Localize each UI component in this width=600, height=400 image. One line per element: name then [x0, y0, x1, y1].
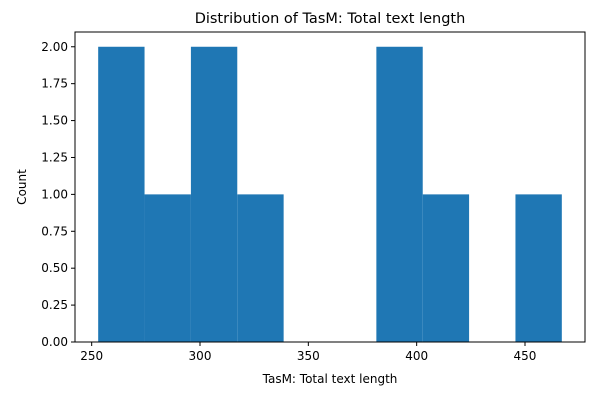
x-axis-label: TasM: Total text length: [262, 372, 398, 386]
histogram-bar: [98, 46, 145, 343]
plot-frame: [74, 31, 586, 343]
y-axis-label: Count: [15, 169, 29, 205]
histogram-bar: [237, 194, 284, 342]
histogram-bar: [515, 194, 562, 342]
x-tick-label: 400: [405, 349, 428, 363]
y-tick-label: 0.00: [41, 335, 68, 349]
y-tick-label: 1.00: [41, 187, 68, 201]
x-tick-label: 250: [80, 349, 103, 363]
y-ticks-group: 0.00 0.25 0.50 0.75 1.00 1.25 1.50 1.75 2.00: [41, 40, 75, 349]
x-tick-label: 350: [297, 349, 320, 363]
histogram-bar: [190, 46, 238, 343]
x-tick-label: 450: [514, 349, 537, 363]
histogram-bar: [376, 46, 423, 343]
histogram-bar: [422, 194, 470, 342]
y-tick-label: 0.50: [41, 261, 68, 275]
histogram-bar: [144, 194, 191, 342]
y-tick-label: 1.75: [41, 77, 68, 91]
y-tick-label: 0.25: [41, 298, 68, 312]
chart-title: Distribution of TasM: Total text length: [195, 11, 466, 27]
bars-group: [98, 46, 562, 343]
y-tick-label: 1.50: [41, 114, 68, 128]
x-ticks-group: 250 300 350 400 450: [80, 342, 536, 363]
y-tick-label: 0.75: [41, 224, 68, 238]
x-tick-label: 300: [189, 349, 212, 363]
y-tick-label: 1.25: [41, 150, 68, 164]
y-tick-label: 2.00: [41, 40, 68, 54]
